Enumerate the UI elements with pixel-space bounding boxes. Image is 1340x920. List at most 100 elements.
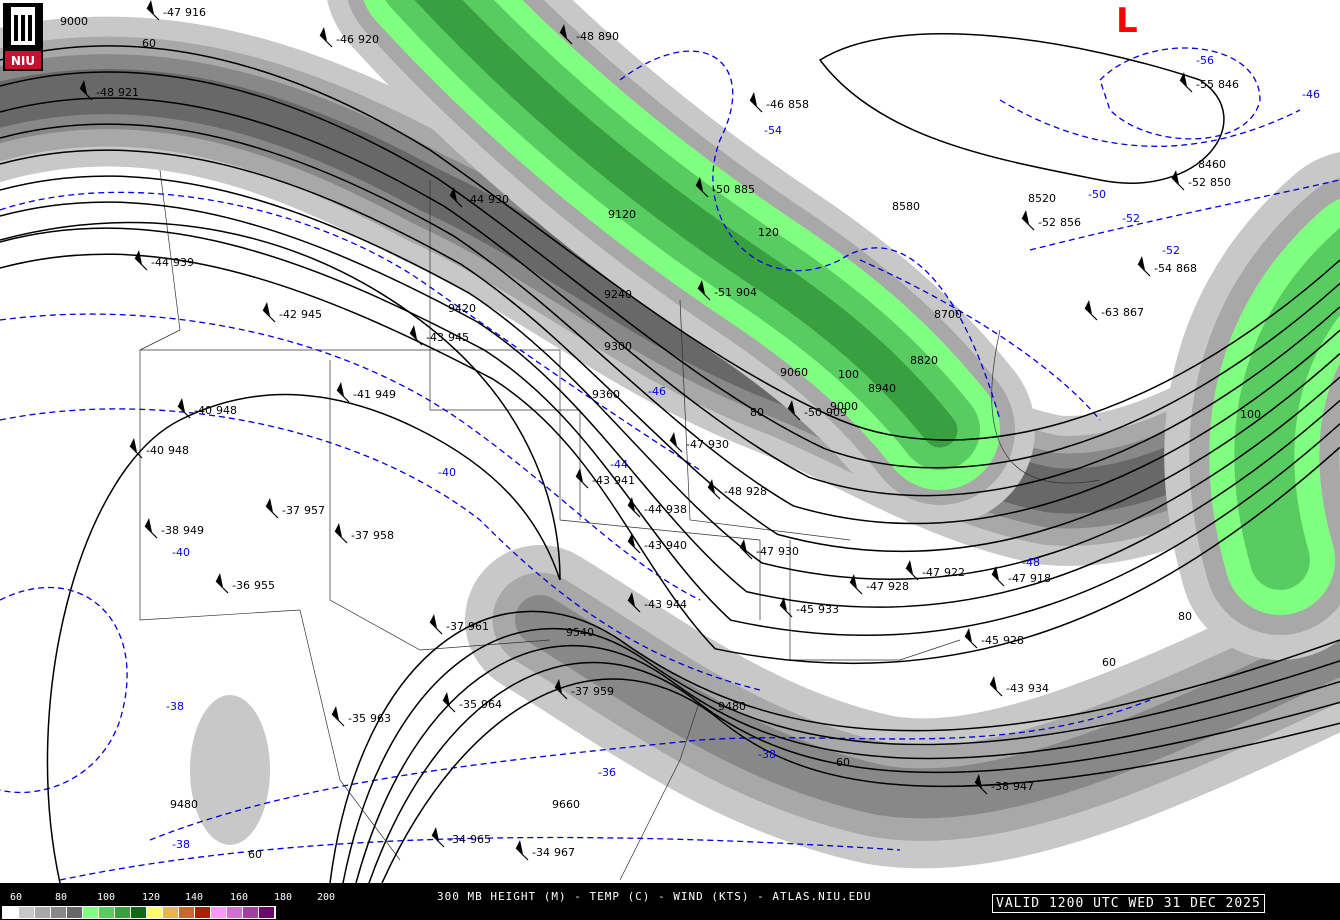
isotach-band: [414, 0, 958, 448]
wind-barb-icon: [964, 635, 978, 649]
wind-flag-icon: [788, 400, 795, 414]
state-border: [679, 299, 851, 541]
station-temp: -45: [981, 634, 999, 647]
temperature-contour: [1099, 47, 1261, 140]
wind-flag-icon: [337, 382, 344, 396]
station-plot: -44 930: [449, 187, 509, 208]
wind-barb-icon: [905, 567, 919, 581]
wind-barb-icon: [319, 34, 333, 48]
height-contour: [329, 610, 1340, 883]
temperature-label: -38: [758, 748, 776, 761]
station-plot: -41 949: [336, 382, 396, 403]
legend-label: 60: [10, 892, 23, 903]
scale-swatch: [211, 907, 227, 918]
isotach-band: [515, 595, 1340, 819]
temperature-contour: [59, 836, 901, 881]
station-temp: -43: [644, 539, 662, 552]
wind-barb-icon: [559, 31, 573, 45]
wind-barb-icon: [177, 405, 191, 419]
station-plot: -45 928: [964, 628, 1024, 649]
station-height: 940: [666, 539, 687, 552]
height-contour: [0, 45, 1340, 441]
state-border: [299, 609, 401, 861]
wind-barb-icon: [134, 257, 148, 271]
height-label: 9420: [448, 302, 476, 315]
scale-swatch: [259, 907, 275, 918]
wind-flag-icon: [1138, 256, 1145, 270]
niu-logo: NIU: [3, 3, 43, 71]
legend-label: 200: [317, 892, 336, 903]
wind-flag-icon: [990, 676, 997, 690]
wind-flag-icon: [560, 24, 567, 38]
station-plot: -54 868: [1137, 256, 1197, 277]
station-height: 858: [788, 98, 809, 111]
station-height: 922: [944, 566, 965, 579]
scale-swatch: [19, 907, 35, 918]
wind-flag-icon: [906, 560, 913, 574]
wind-barb-icon: [669, 439, 683, 453]
station-plots: -47 916 -46 920 -48 921 -48 890 -46 858 -44 930 -44 9…: [79, 0, 1239, 861]
station-height: 928: [1003, 634, 1024, 647]
temperature-label: -52: [1162, 244, 1180, 257]
wind-barb-icon: [79, 87, 93, 101]
station-height: 890: [598, 30, 619, 43]
height-label: 8940: [868, 382, 896, 395]
temperature-label: -56: [1196, 54, 1214, 67]
wind-barb-icon: [334, 530, 348, 544]
wind-flag-icon: [443, 692, 450, 706]
station-temp: -45: [796, 603, 814, 616]
station-plot: -42 945: [262, 302, 322, 323]
wind-barb-icon: [575, 475, 589, 489]
wind-flag-icon: [432, 827, 439, 841]
legend-label: 100: [97, 892, 116, 903]
station-height: 934: [1028, 682, 1049, 695]
station-plot: -35 963: [331, 706, 391, 727]
station-plot: -63 867: [1084, 300, 1144, 321]
height-label: 8460: [1198, 158, 1226, 171]
height-contour: [0, 97, 1340, 497]
temperature-contours: [0, 47, 1340, 881]
wind-flag-icon: [516, 840, 523, 854]
station-plot: -37 957: [265, 498, 325, 519]
station-temp: -43: [592, 474, 610, 487]
height-contour: [0, 175, 1340, 580]
wind-barb-icon: [1137, 263, 1151, 277]
scale-swatch: [147, 907, 163, 918]
wind-flag-icon: [178, 398, 185, 412]
station-plot: -47 930: [739, 539, 799, 560]
wind-barb-icon: [849, 581, 863, 595]
wind-barb-icon: [449, 194, 463, 208]
scale-swatch: [35, 907, 51, 918]
wind-flag-icon: [135, 250, 142, 264]
station-temp: -50: [804, 406, 822, 419]
station-plot: -40 948: [177, 398, 237, 419]
temperature-contour: [149, 699, 1151, 841]
temperature-label: -50: [1088, 188, 1106, 201]
station-height: 920: [358, 33, 379, 46]
wind-barb-icon: [331, 713, 345, 727]
station-height: 955: [254, 579, 275, 592]
station-plot: -43 945: [409, 325, 469, 346]
temperature-label: -46: [1302, 88, 1320, 101]
temperature-label: -52: [1122, 212, 1140, 225]
valid-time: VALID 1200 UTC WED 31 DEC 2025: [992, 894, 1265, 913]
scale-swatch: [227, 907, 243, 918]
wind-barb-icon: [739, 546, 753, 560]
scale-swatch: [83, 907, 99, 918]
height-label: 8520: [1028, 192, 1056, 205]
wind-barb-icon: [707, 486, 721, 500]
station-plot: -37 961: [429, 614, 489, 635]
station-temp: -37: [571, 685, 589, 698]
wind-flag-icon: [147, 0, 154, 14]
station-temp: -43: [426, 331, 444, 344]
station-temp: -54: [1154, 262, 1172, 275]
isotach-shading: [0, 0, 1340, 869]
wind-barb-icon: [695, 184, 709, 198]
station-plot: -37 959: [554, 679, 614, 700]
station-height: 948: [168, 444, 189, 457]
station-plot: -47 922: [905, 560, 965, 581]
wind-flag-icon: [555, 679, 562, 693]
height-contour: [355, 644, 1340, 883]
height-label: 9000: [60, 15, 88, 28]
station-plot: -48 921: [79, 80, 139, 101]
